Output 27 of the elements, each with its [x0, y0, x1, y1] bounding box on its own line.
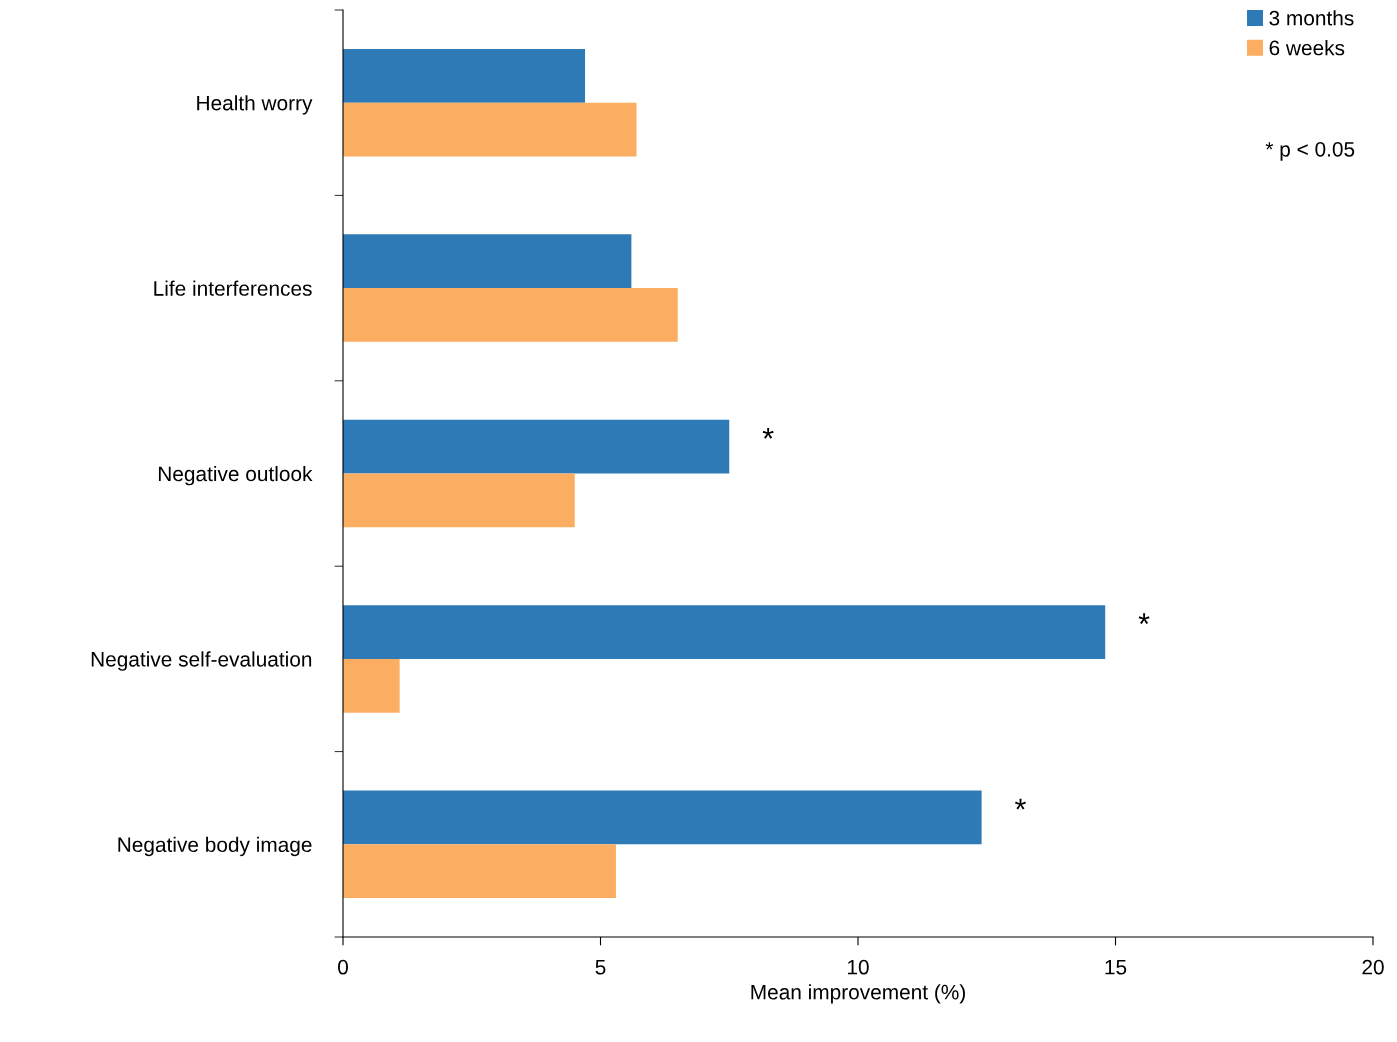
legend-label: 3 months	[1269, 10, 1354, 26]
x-tick-label: 5	[595, 959, 606, 975]
bar	[343, 288, 678, 342]
y-tick-label: Life interferences	[154, 280, 312, 296]
x-tick-label: 0	[338, 959, 348, 975]
bar	[343, 658, 400, 713]
bar	[343, 790, 982, 845]
annotation: *	[1138, 613, 1150, 625]
bar	[343, 102, 637, 157]
annotation: * p < 0.05	[1265, 141, 1355, 161]
annotation: *	[1015, 798, 1026, 810]
bar	[343, 48, 586, 103]
y-tick-label: Negative body image	[118, 836, 312, 857]
y-tick-label: Negative outlook	[158, 465, 313, 486]
annotation: *	[762, 427, 774, 439]
x-axis-title: Mean improvement (%)	[751, 984, 965, 1004]
x-tick-label: 10	[848, 959, 869, 975]
bar	[343, 473, 575, 528]
bar	[343, 844, 616, 899]
bar	[343, 234, 632, 289]
bar	[343, 605, 1106, 659]
legend-label: 6 weeks	[1269, 40, 1345, 56]
y-tick-label: Health worry	[197, 95, 313, 115]
y-tick-label: Negative self-evaluation	[91, 651, 312, 671]
x-tick-label: 15	[1105, 959, 1127, 975]
x-tick-label: 20	[1362, 959, 1384, 975]
bar	[343, 419, 730, 474]
